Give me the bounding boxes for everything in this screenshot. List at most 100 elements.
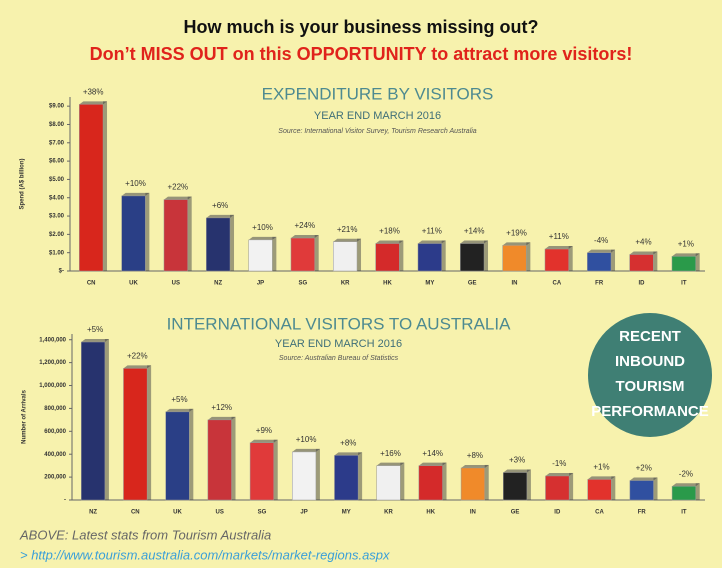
bar [629,254,654,272]
bar [206,217,231,272]
bar-side [187,196,192,271]
bar [207,419,232,501]
bar-side [272,236,277,271]
y-tick-label: - [64,498,66,504]
x-tick-label: HK [426,510,435,516]
bar [249,442,274,501]
bar [123,368,148,501]
y-tick-label: $9.00 [49,104,65,110]
badge-line: TOURISM [616,378,685,395]
bar-top [502,242,531,246]
x-tick-label: CA [595,510,604,516]
x-tick-label: JP [257,281,264,287]
bar [417,243,442,272]
badge-line: RECENT [619,328,681,345]
bar-annotation: +10% [296,435,317,444]
bar [671,256,696,272]
x-tick-label: MY [425,281,434,287]
bar-top [671,253,700,257]
bar-annotation: +1% [678,239,694,248]
bar-side [611,249,616,271]
y-tick-label: $8.00 [49,122,65,128]
x-tick-label: UK [173,510,182,516]
bar [460,467,485,501]
x-tick-label: CN [131,510,140,516]
bar [376,465,401,501]
y-tick-label: 800,000 [44,406,66,412]
bar-annotation: -4% [594,236,608,245]
bar-annotation: +11% [422,227,442,236]
bar [671,486,696,501]
y-tick-label: 600,000 [44,429,66,435]
bar-side [569,472,574,500]
bar-annotation: +16% [380,449,401,458]
source-link[interactable]: > http://www.tourism.australia.com/marke… [20,547,390,562]
bar-side [400,462,405,500]
bar-annotation: +8% [340,438,356,447]
y-tick-label: 1,200,000 [39,360,66,366]
bar-annotation: +18% [379,227,400,236]
bar-top [417,240,446,244]
bar-annotation: +5% [87,325,103,334]
bar-annotation: +19% [506,228,527,237]
bar-side [653,251,658,271]
bar [333,241,358,272]
bar-side [526,469,531,500]
bar-top [375,240,404,244]
chart-title: EXPENDITURE BY VISITORS [262,84,494,103]
bar-side [441,240,446,271]
x-tick-label: SG [258,510,267,516]
x-tick-label: IT [681,281,687,287]
bar [165,411,190,501]
bar-annotation: +38% [83,87,104,96]
x-tick-label: NZ [214,281,222,287]
badge-text: RECENT INBOUND TOURISM PERFORMANCE [591,328,709,420]
bar-top [629,477,658,481]
bar [460,243,485,272]
bar-top [333,238,362,242]
chart-source: Source: International Visitor Survey, To… [278,128,477,135]
bar-annotation: +8% [467,451,483,460]
bar-top [292,448,320,452]
y-tick-label: 400,000 [44,452,66,458]
bar-side [357,238,362,271]
bar-side [103,101,108,271]
bar-annotation: -1% [552,459,566,468]
y-tick-label: $1.00 [49,250,65,256]
bar-side [526,242,531,271]
x-tick-label: US [216,510,224,516]
bar [334,455,359,501]
bar-top [544,246,573,250]
y-axis-label: Number of Arrivals [22,389,28,443]
bar-annotation: +6% [212,201,228,210]
bar-top [165,408,194,412]
bar [292,451,317,501]
bar [629,480,654,501]
bar-top [290,235,319,239]
bar-top [629,251,658,255]
bar-annotation: +24% [294,221,315,230]
chart-source: Source: Australian Bureau of Statistics [279,355,399,362]
bar-top [672,483,700,487]
bar [502,245,527,272]
bar-top [461,464,489,468]
bar-top [376,462,405,466]
bar [163,199,188,272]
chart-subtitle: YEAR END MARCH 2016 [275,338,402,350]
y-tick-label: $5.00 [49,177,65,183]
bar [544,248,569,272]
x-tick-label: ID [639,281,646,287]
headline: How much is your business missing out? [183,17,538,37]
bar [545,475,570,501]
y-tick-label: 200,000 [44,475,66,481]
bar-side [611,476,616,500]
badge-line: PERFORMANCE [591,403,709,420]
x-tick-label: GE [468,281,477,287]
bar-annotation: +4% [635,238,651,247]
caption: ABOVE: Latest stats from Tourism Austral… [19,527,271,542]
bar-annotation: +2% [636,464,652,473]
bar-top [207,416,236,420]
bar [587,479,612,501]
x-tick-label: FR [638,510,647,516]
x-tick-label: FR [595,281,604,287]
